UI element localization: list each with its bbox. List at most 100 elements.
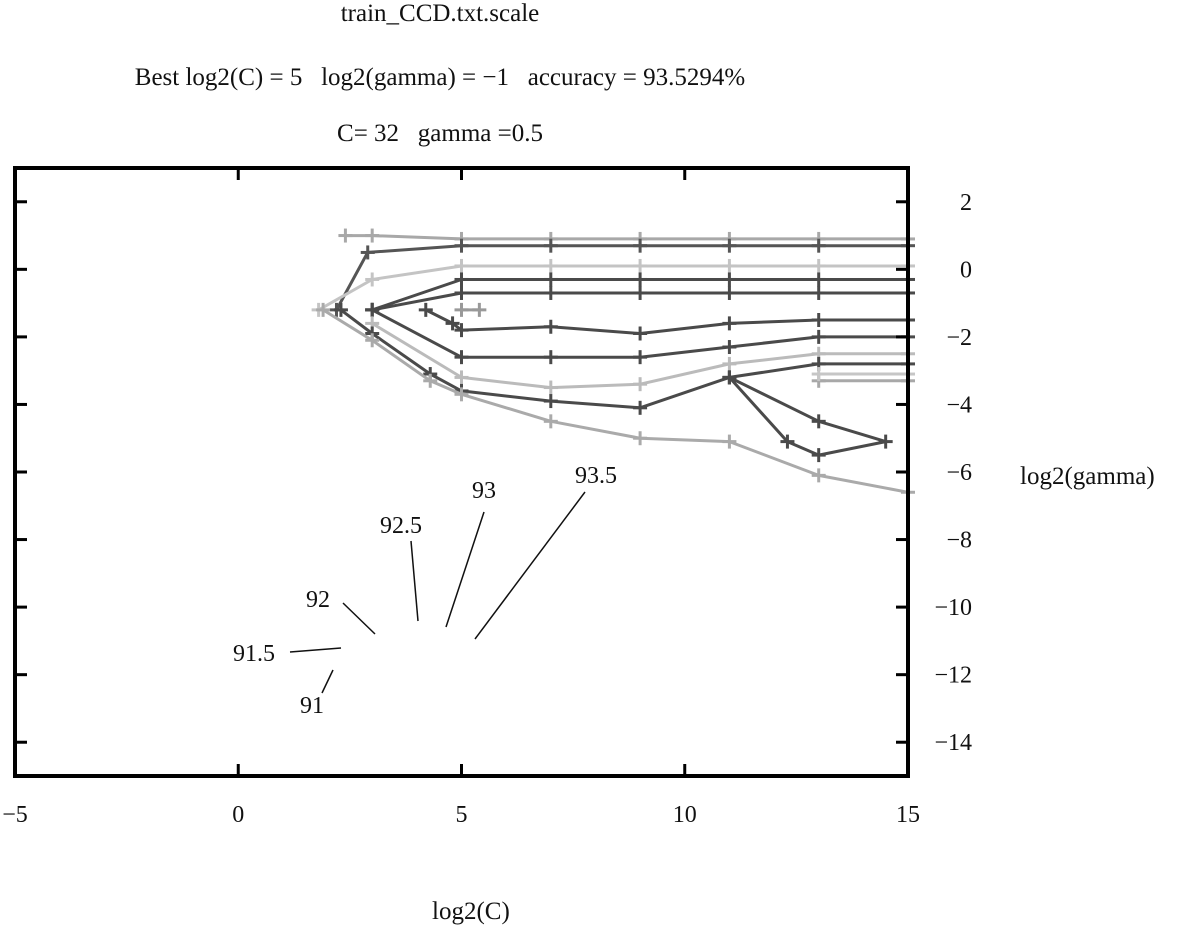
- leader-92: [342, 602, 376, 635]
- leader-93: [445, 511, 485, 628]
- contour-point: [543, 272, 558, 287]
- contour-point: [423, 373, 438, 388]
- contour-point: [722, 258, 737, 273]
- contour-point: [543, 238, 558, 253]
- y-tick-label: −2: [946, 325, 972, 351]
- y-tick-label: −14: [934, 730, 972, 756]
- contour-series-13: [811, 367, 915, 382]
- contour-label-93-5: 93.5: [575, 463, 617, 489]
- contour-line: [339, 308, 908, 410]
- chart-title: train_CCD.txt.scale: [340, 0, 540, 27]
- y-tick-label: −10: [934, 595, 972, 621]
- contour-point: [811, 414, 826, 429]
- contour-line: [335, 244, 908, 311]
- series-layer: [311, 228, 915, 500]
- contour-point: [445, 316, 460, 331]
- contour-point: [454, 238, 469, 253]
- label-leaders: [289, 491, 586, 694]
- contour-point: [543, 258, 558, 273]
- contour-point: [454, 370, 469, 385]
- contour-label-91: 91: [300, 693, 324, 719]
- x-axis-label: log2(C): [432, 898, 510, 925]
- contour-line: [728, 376, 888, 457]
- contour-line: [345, 234, 908, 241]
- contour-series-14: [722, 370, 893, 463]
- contour-point: [633, 285, 648, 300]
- contour-series-1: [338, 228, 915, 246]
- contour-point: [360, 245, 375, 260]
- contour-line: [425, 308, 908, 335]
- contour-series-3: [311, 258, 915, 317]
- chart-subtitle-best: Best log2(C) = 5 log2(gamma) = −1 accura…: [134, 64, 746, 91]
- contour-point: [722, 285, 737, 300]
- contour-point: [722, 238, 737, 253]
- contour-point: [454, 302, 469, 317]
- contour-point: [633, 350, 648, 365]
- contour-point: [811, 448, 826, 463]
- contour-label-91-5: 91.5: [233, 641, 275, 667]
- y-tick-label: −8: [946, 528, 972, 554]
- contour-point: [633, 272, 648, 287]
- contour-point: [454, 323, 469, 338]
- leader-92-5: [410, 540, 419, 622]
- y-tick-label: 0: [960, 257, 972, 283]
- contour-point: [722, 434, 737, 449]
- x-tick-label: 0: [232, 802, 244, 828]
- x-tick-label: 5: [456, 802, 468, 828]
- contour-point: [454, 285, 469, 300]
- contour-point: [365, 333, 380, 348]
- contour-label-93: 93: [472, 478, 496, 504]
- contour-point: [811, 468, 826, 483]
- y-tick-label: −4: [946, 392, 972, 418]
- contour-point: [543, 350, 558, 365]
- contour-point: [333, 302, 348, 317]
- contour-point: [811, 258, 826, 273]
- contour-point: [454, 350, 469, 365]
- leader-91: [321, 669, 334, 694]
- contour-point: [633, 258, 648, 273]
- contour-series-6: [418, 302, 915, 341]
- x-tick-label: −5: [2, 802, 28, 828]
- contour-point: [543, 380, 558, 395]
- contour-point: [454, 387, 469, 402]
- contour-point: [722, 272, 737, 287]
- contour-series-5: [365, 285, 915, 317]
- contour-point: [633, 431, 648, 446]
- contour-point: [543, 319, 558, 334]
- contour-point: [365, 272, 380, 287]
- y-tick-label: 2: [960, 190, 972, 216]
- y-tick-label: −6: [946, 460, 972, 486]
- contour-point: [633, 326, 648, 341]
- contour-point: [811, 329, 826, 344]
- contour-point: [633, 238, 648, 253]
- contour-series-2: [329, 238, 915, 317]
- leader-93-5: [474, 491, 586, 640]
- contour-point: [633, 377, 648, 392]
- contour-point: [722, 356, 737, 371]
- x-tick-label: 10: [673, 802, 697, 828]
- contour-point: [365, 228, 380, 243]
- contour-point: [365, 302, 380, 317]
- chart-subtitle-params: C= 32 gamma =0.5: [337, 120, 543, 147]
- y-axis-label: log2(gamma): [1020, 463, 1155, 490]
- contour-point: [811, 272, 826, 287]
- contour-series-7: [454, 302, 487, 317]
- contour-point: [338, 228, 353, 243]
- y-tick-label: −12: [934, 663, 972, 689]
- leader-91-5: [289, 647, 342, 653]
- contour-series-12: [811, 373, 915, 388]
- contour-point: [780, 434, 795, 449]
- contour-point: [543, 394, 558, 409]
- contour-point: [722, 370, 737, 385]
- tick-layer: −5 0 5 10 15 −14 −12 −10 −8 −6 −4 −2 0 2: [2, 168, 972, 828]
- contour-point: [878, 434, 893, 449]
- contour-point: [316, 302, 331, 317]
- contour-point: [454, 258, 469, 273]
- contour-point: [454, 272, 469, 287]
- contour-label-92: 92: [306, 587, 330, 613]
- contour-line: [317, 264, 908, 312]
- contour-point: [811, 367, 826, 382]
- contour-point: [811, 313, 826, 327]
- contour-point: [418, 302, 433, 317]
